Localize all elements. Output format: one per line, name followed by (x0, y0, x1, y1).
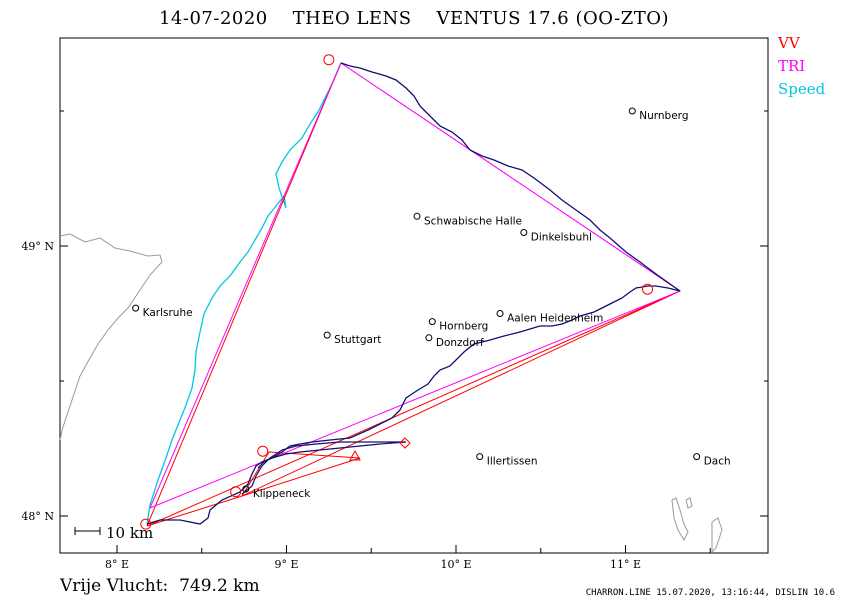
city-label: Karlsruhe (143, 307, 193, 319)
map-title: 14-07-2020 THEO LENS VENTUS 17.6 (OO-ZTO… (60, 8, 768, 29)
legend-speed-label: Speed (778, 80, 826, 98)
city-label: Klippeneck (253, 488, 311, 500)
pilot-name: THEO LENS (292, 8, 412, 29)
lat-tick-group: 48° N 49° N (21, 110, 768, 523)
legend-tri-label: TRI (778, 57, 806, 75)
lake-outline (671, 497, 689, 542)
city-marker (425, 334, 433, 342)
turnpoint-marker (323, 54, 335, 66)
city-marker (413, 212, 421, 220)
lon-tick-group: 8° E 9° E 10° E 11° E (105, 545, 711, 571)
lon-tick-label: 9° E (274, 558, 298, 571)
city-marker (496, 310, 504, 317)
city-label: Schwabische Halle (424, 215, 522, 227)
city-marker (520, 229, 528, 236)
city-marker (428, 318, 436, 326)
river-border-line (59, 233, 163, 441)
city-marker (693, 453, 701, 461)
glider-name: VENTUS 17.6 (OO-ZTO) (436, 8, 670, 29)
city-label: Stuttgart (334, 334, 381, 346)
credits-text: CHARRON.LINE 15.07.2020, 13:16:44, DISLI… (585, 588, 835, 598)
flight-track-tail (241, 441, 407, 495)
city-label: Dinkelsbuhl (531, 232, 592, 244)
legend-vv: VV (778, 34, 800, 52)
turnpoint-marker (642, 283, 654, 295)
lon-tick-label: 8° E (105, 558, 129, 571)
map-frame (59, 37, 769, 554)
city-label: Nurnberg (639, 110, 688, 122)
turnpoint-marker (230, 486, 242, 498)
city-label: Dach (704, 456, 731, 468)
distance-label: Vrije Vlucht: (60, 576, 169, 596)
lat-tick-label: 48° N (21, 510, 54, 523)
flight-date: 14-07-2020 (158, 8, 268, 29)
vv-route-line-2 (146, 290, 681, 527)
scale-label: 10 km (106, 524, 153, 542)
turnpoint-marker (140, 518, 152, 530)
vv-route-line (146, 62, 342, 527)
lake-outline-2 (711, 517, 723, 554)
vv-leg-klippeneck (241, 451, 361, 497)
distance-value: 749.2 km (179, 576, 260, 596)
city-marker (242, 485, 250, 493)
city-marker (628, 107, 636, 115)
legend-tri: TRI (778, 57, 805, 75)
lon-tick-label: 11° E (610, 558, 641, 571)
city-marker (323, 331, 331, 339)
lake-outline-3 (685, 497, 693, 509)
tri-route-line-dashed (340, 62, 681, 292)
city-label: Illertissen (487, 456, 538, 468)
city-label: Aalen Heidenheim (507, 313, 603, 325)
distance-summary: Vrije Vlucht: 749.2 km (60, 576, 260, 596)
turnpoint-marker (257, 445, 269, 457)
flight-track-line (146, 62, 681, 525)
city-marker (476, 453, 484, 461)
finish-diamond-marker (399, 437, 411, 449)
speed-track-line (146, 62, 342, 525)
city-label: Donzdorf (436, 337, 484, 349)
finish-triangle-marker (349, 449, 361, 461)
lat-tick-label: 49° N (21, 240, 54, 253)
turnpoint-group (140, 54, 654, 530)
lon-tick-label: 10° E (440, 558, 471, 571)
city-group: Nurnberg Schwabische Halle Dinkelsbuhl Karl… (132, 107, 731, 500)
legend-vv-label: VV (778, 34, 800, 52)
legend-speed: Speed (778, 80, 825, 98)
city-label: Hornberg (439, 321, 488, 333)
tri-route-line (149, 62, 682, 509)
city-marker (132, 304, 140, 312)
